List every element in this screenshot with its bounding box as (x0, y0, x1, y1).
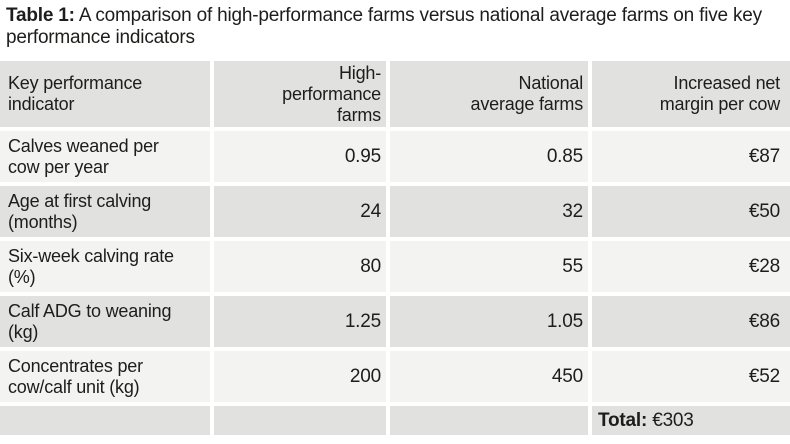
column-header-key-performance-indicator: Key performance indicator (0, 61, 210, 127)
cell-increased-margin: €87 (592, 131, 790, 182)
cell-national-average: 1.05 (390, 296, 588, 347)
cell-indicator: Concentrates per cow/calf unit (kg) (0, 351, 210, 402)
table-caption: Table 1: A comparison of high-performanc… (0, 0, 790, 49)
cell-national-average: 32 (390, 186, 588, 237)
cell-national-average: 55 (390, 241, 588, 292)
table-row-six-week-calving-rate: Six-week calving rate (%) 80 55 €28 (0, 241, 790, 292)
table-caption-number: Table 1: (6, 5, 75, 26)
cell-empty (0, 406, 210, 435)
cell-indicator: Age at first calving (months) (0, 186, 210, 237)
cell-increased-margin: €28 (592, 241, 790, 292)
total-row: Total: €303 (0, 406, 790, 435)
table-caption-text: A comparison of high-performance farms v… (6, 5, 762, 48)
column-header-increased-net-margin: Increased net margin per cow (592, 61, 790, 127)
cell-indicator: Calves weaned per cow per year (0, 131, 210, 182)
kpi-comparison-table: Key performance indicator High- performa… (0, 57, 790, 439)
column-header-national-average-farms: National average farms (390, 61, 588, 127)
cell-empty (390, 406, 588, 435)
cell-total: Total: €303 (592, 406, 790, 435)
total-value: €303 (652, 409, 694, 431)
column-header-high-performance-farms: High- performance farms (214, 61, 386, 127)
cell-high-performance: 24 (214, 186, 386, 237)
cell-increased-margin: €52 (592, 351, 790, 402)
table-row-calf-adg: Calf ADG to weaning (kg) 1.25 1.05 €86 (0, 296, 790, 347)
total-label: Total: (598, 409, 648, 431)
cell-indicator: Six-week calving rate (%) (0, 241, 210, 292)
cell-high-performance: 1.25 (214, 296, 386, 347)
cell-empty (214, 406, 386, 435)
cell-national-average: 0.85 (390, 131, 588, 182)
table-row-calves-weaned: Calves weaned per cow per year 0.95 0.85… (0, 131, 790, 182)
table-row-age-first-calving: Age at first calving (months) 24 32 €50 (0, 186, 790, 237)
table-row-concentrates: Concentrates per cow/calf unit (kg) 200 … (0, 351, 790, 402)
cell-increased-margin: €50 (592, 186, 790, 237)
cell-high-performance: 200 (214, 351, 386, 402)
cell-high-performance: 80 (214, 241, 386, 292)
cell-national-average: 450 (390, 351, 588, 402)
cell-high-performance: 0.95 (214, 131, 386, 182)
cell-increased-margin: €86 (592, 296, 790, 347)
header-row: Key performance indicator High- performa… (0, 61, 790, 127)
cell-indicator: Calf ADG to weaning (kg) (0, 296, 210, 347)
